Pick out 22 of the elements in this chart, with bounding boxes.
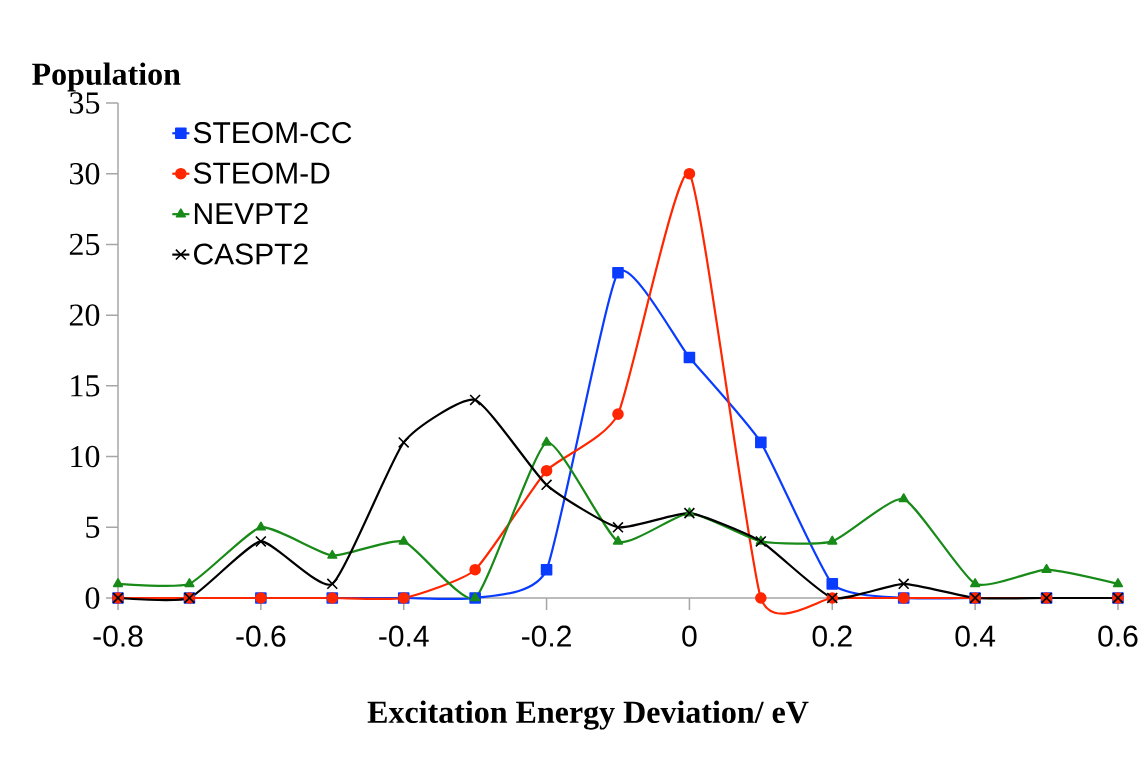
y-tick-label: 0 <box>85 587 100 609</box>
legend-label: STEOM-D <box>193 162 330 184</box>
y-tick-label: 5 <box>86 516 100 538</box>
x-axis-title: Excitation Energy Deviation/ eV <box>367 700 809 730</box>
y-tick-label: 20 <box>69 304 100 326</box>
x-tick-label: -0.8 <box>93 625 143 647</box>
x-tick-label: 0.6 <box>1098 625 1138 647</box>
y-tick-label: 10 <box>71 445 100 468</box>
x-tick-label: 0 <box>682 625 697 647</box>
y-tick-label: 25 <box>69 233 100 256</box>
x-tick-label: -0.6 <box>236 625 286 647</box>
x-tick-label: 0.2 <box>812 625 852 647</box>
legend-label: NEVPT2 <box>194 202 308 224</box>
y-tick-label: 15 <box>71 375 100 397</box>
x-tick-label: -0.2 <box>522 625 571 647</box>
x-tick-label: -0.4 <box>379 625 429 647</box>
x-tick-label: 0.4 <box>955 625 996 647</box>
legend-label: CASPT2 <box>194 243 308 265</box>
y-tick-label: 35 <box>70 92 100 114</box>
legend-label: STEOM-CC <box>193 122 352 144</box>
y-axis-title: Population <box>32 62 181 92</box>
y-tick-label: 30 <box>70 162 100 185</box>
